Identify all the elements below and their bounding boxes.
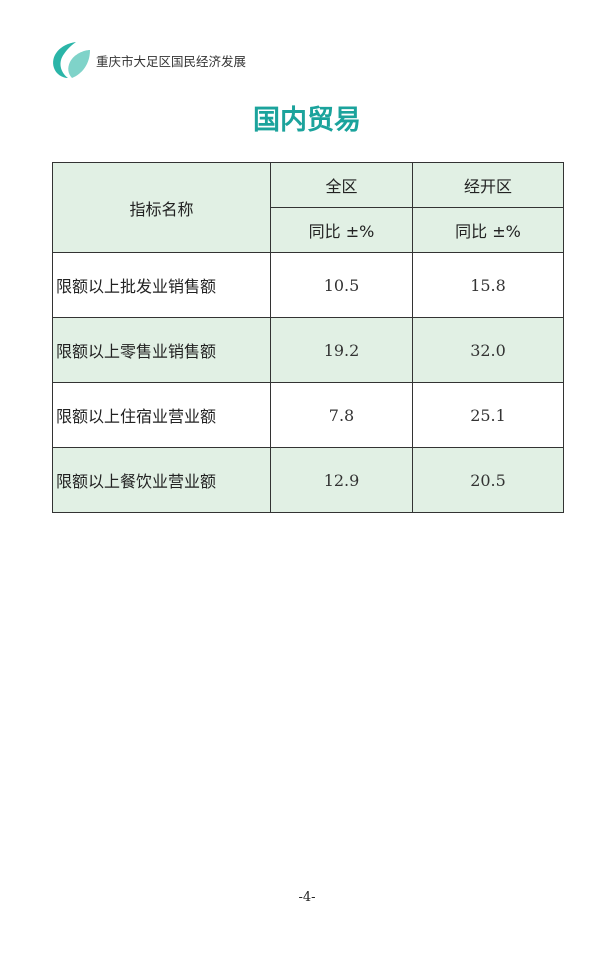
row-name: 限额以上零售业销售额	[52, 317, 271, 383]
cell-value: 12.9	[270, 447, 413, 513]
row-name: 限额以上住宿业营业额	[52, 382, 271, 448]
header-group: 经开区	[412, 162, 564, 208]
table-header-row: 指标名称 全区 经开区	[52, 162, 564, 253]
table-row: 限额以上餐饮业营业额 12.9 20.5	[52, 447, 564, 513]
org-name: 重庆市大足区国民经济发展	[96, 54, 247, 69]
page-title: 国内贸易	[253, 105, 361, 136]
header-indicator: 指标名称	[52, 162, 271, 253]
logo-swoosh-icon	[53, 42, 90, 78]
cell-value: 19.2	[270, 317, 413, 383]
page-number: -4-	[298, 890, 316, 905]
row-name: 限额以上餐饮业营业额	[52, 447, 271, 513]
table-subheader-row: 同比 ±% 同比 ±%	[52, 207, 564, 253]
table-row: 限额以上住宿业营业额 7.8 25.1	[52, 382, 564, 448]
cell-value: 32.0	[412, 317, 564, 383]
cell-value: 20.5	[412, 447, 564, 513]
row-name: 限额以上批发业销售额	[52, 252, 271, 318]
cell-value: 7.8	[270, 382, 413, 448]
header-sub: 同比 ±%	[412, 207, 564, 253]
cell-value: 15.8	[412, 252, 564, 318]
cell-value: 25.1	[412, 382, 564, 448]
cell-value: 10.5	[270, 252, 413, 318]
table-row: 限额以上批发业销售额 10.5 15.8	[52, 252, 564, 318]
table-row: 限额以上零售业销售额 19.2 32.0	[52, 317, 564, 383]
trade-table: 指标名称 全区 经开区 同比 ±% 同比 ±% 限额以上批发业销售额 10.5 …	[52, 162, 564, 513]
header-group: 全区	[270, 162, 413, 208]
header-sub: 同比 ±%	[270, 207, 413, 253]
